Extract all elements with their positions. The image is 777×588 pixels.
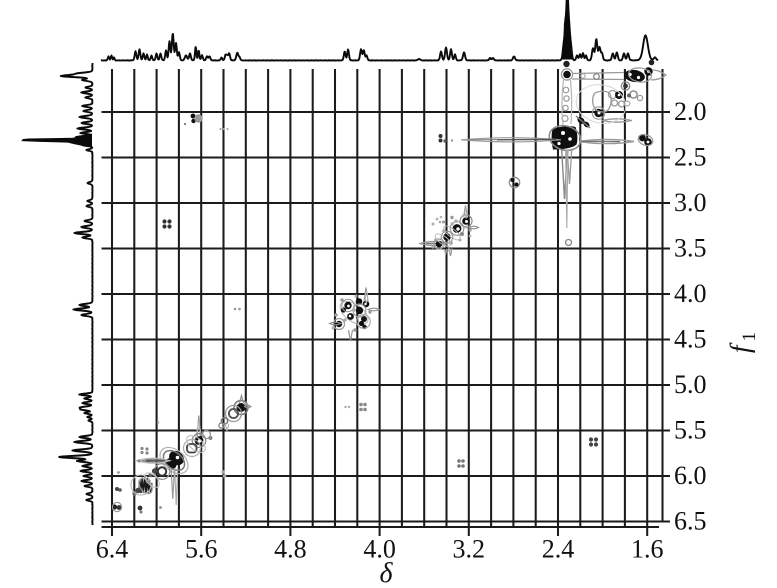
- svg-text:5.0: 5.0: [674, 370, 707, 399]
- svg-text:δ: δ: [379, 558, 393, 588]
- svg-text:2.4: 2.4: [542, 535, 575, 564]
- svg-text:4.8: 4.8: [274, 535, 307, 564]
- svg-text:2.0: 2.0: [674, 97, 707, 126]
- svg-text:6.5: 6.5: [674, 507, 707, 536]
- svg-text:6.4: 6.4: [96, 535, 129, 564]
- svg-text:4.0: 4.0: [674, 279, 707, 308]
- svg-text:4.0: 4.0: [363, 535, 396, 564]
- svg-text:6.0: 6.0: [674, 461, 707, 490]
- svg-text:3.2: 3.2: [453, 535, 486, 564]
- svg-text:5.5: 5.5: [674, 416, 707, 445]
- svg-text:5.6: 5.6: [185, 535, 218, 564]
- svg-text:3.0: 3.0: [674, 188, 707, 217]
- svg-text:1.6: 1.6: [631, 535, 664, 564]
- svg-text:3.5: 3.5: [674, 234, 707, 263]
- svg-text:4.5: 4.5: [674, 325, 707, 354]
- svg-text:2.5: 2.5: [674, 143, 707, 172]
